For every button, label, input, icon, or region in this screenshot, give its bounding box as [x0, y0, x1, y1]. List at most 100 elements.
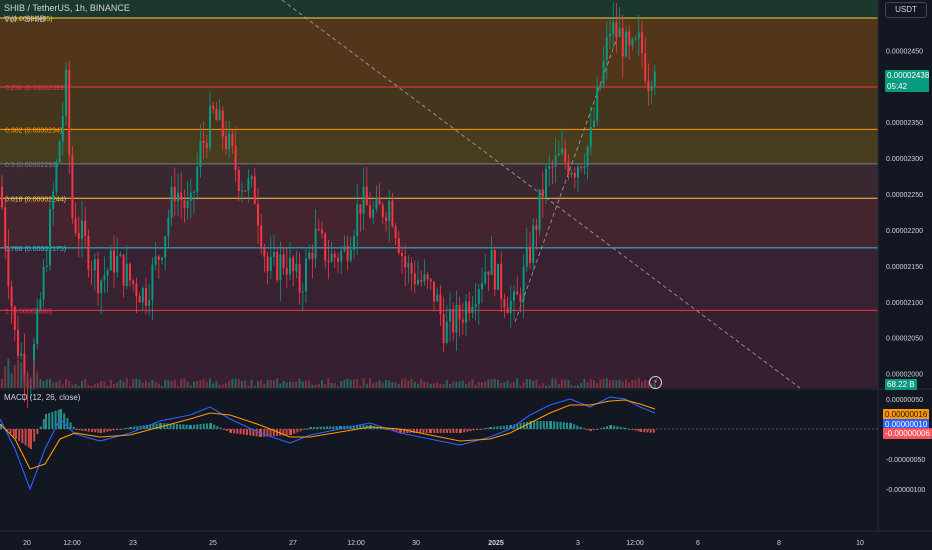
countdown-label: 05:42 [887, 82, 908, 91]
macd-axis-label: -0.00000050 [886, 457, 925, 464]
candle-body [452, 308, 455, 333]
volume-bar [68, 380, 71, 388]
candle-body [125, 263, 128, 287]
volume-bar [221, 384, 224, 388]
candle-body [461, 319, 464, 323]
macd-hist-bar [637, 429, 640, 432]
volume-bar [177, 385, 179, 388]
macd-hist-bar [193, 424, 196, 429]
candle-body [407, 262, 410, 268]
candle-body [241, 190, 243, 192]
volume-bar [391, 382, 394, 388]
candle-body [138, 296, 141, 303]
volume-bar [311, 384, 314, 388]
macd-hist-bar [12, 429, 15, 437]
macd-hist-bar [6, 429, 9, 431]
volume-bar [202, 379, 205, 388]
macd-hist-bar [206, 423, 208, 429]
volume-bar [609, 380, 611, 388]
macd-hist-bar [619, 426, 622, 429]
last-price-label: 0.00002438 [887, 71, 930, 80]
macd-hist-bar [356, 425, 358, 429]
volume-bar [340, 381, 343, 388]
volume-bar [484, 381, 487, 388]
volume-bar [132, 379, 135, 388]
candle-body [375, 198, 378, 210]
macd-hist-bar [94, 429, 97, 433]
macd-hist-bar [573, 424, 576, 429]
volume-bar [279, 383, 282, 388]
volume-bar [327, 378, 330, 388]
macd-hist-bar [310, 427, 312, 429]
macd-hist-bar [236, 429, 239, 434]
candle-body [311, 252, 314, 259]
fib-zone [0, 129, 878, 164]
fib-level-label: 0.236 (0.00002399) [5, 85, 66, 92]
macd-hist-bar [622, 427, 625, 429]
candle-body [42, 266, 45, 300]
macd-hist-bar [502, 425, 505, 429]
volume-bar [538, 385, 541, 388]
candle-body [260, 225, 263, 249]
macd-hist-bar [263, 429, 266, 437]
macd-hist-bar [199, 424, 202, 429]
macd-hist-bar [649, 429, 652, 433]
lightning-icon[interactable]: ⚡ [649, 376, 662, 389]
volume-bar [509, 383, 512, 388]
candle-body [589, 126, 592, 147]
time-axis-label: 12:00 [626, 540, 644, 547]
macd-hist-bar [488, 427, 491, 429]
macd-hist-bar [54, 410, 57, 429]
time-axis-label: 30 [412, 540, 420, 547]
candle-body [541, 189, 544, 197]
macd-hist-bar [306, 428, 308, 430]
candle-body [330, 253, 333, 262]
candle-body [20, 353, 23, 356]
candle-body [61, 116, 64, 142]
candle-body [295, 263, 298, 272]
candle-body [263, 248, 266, 257]
macd-hist-bar [255, 429, 258, 437]
candle-body [586, 146, 589, 167]
time-axis-label: 25 [209, 540, 217, 547]
macd-hist-bar [463, 429, 466, 433]
volume-bar [394, 382, 397, 388]
macd-hist-bar [158, 423, 161, 429]
currency-button[interactable]: USDT [885, 2, 927, 18]
macd-hist-bar [472, 429, 475, 431]
volume-bar [628, 382, 631, 388]
candle-body [333, 253, 336, 258]
candle-body [186, 200, 189, 208]
macd-hist-bar [469, 429, 472, 432]
volume-bar [49, 378, 51, 388]
volume-bar [551, 378, 554, 388]
macd-hist-bar [226, 429, 228, 431]
macd-hist-bar [631, 429, 634, 430]
macd-hist-bar [322, 426, 325, 429]
volume-bar [356, 378, 359, 388]
macd-hist-bar [18, 429, 21, 442]
macd-hist-bar [542, 421, 545, 429]
candle-body [618, 28, 621, 38]
volume-bar [81, 380, 83, 388]
volume-bar [225, 383, 227, 388]
candle-body [474, 304, 477, 308]
candle-body [417, 279, 419, 285]
volume-bar [487, 379, 490, 388]
candle-body [577, 166, 579, 178]
symbol-title[interactable]: SHIB / TetherUS, 1h, BINANCE [4, 3, 130, 13]
candle-body [58, 141, 61, 163]
price-axis-label: 0.00002250 [886, 192, 923, 199]
candle-body [90, 269, 93, 271]
volume-bar [234, 378, 237, 388]
macd-hist-bar [112, 429, 115, 431]
volume-bar [602, 378, 605, 388]
volume-bar [90, 385, 93, 388]
candle-body [103, 275, 106, 281]
volume-bar [621, 381, 624, 388]
macd-hist-bar [625, 428, 627, 429]
macd-hist-bar [628, 428, 631, 430]
macd-hist-bar [81, 429, 84, 431]
